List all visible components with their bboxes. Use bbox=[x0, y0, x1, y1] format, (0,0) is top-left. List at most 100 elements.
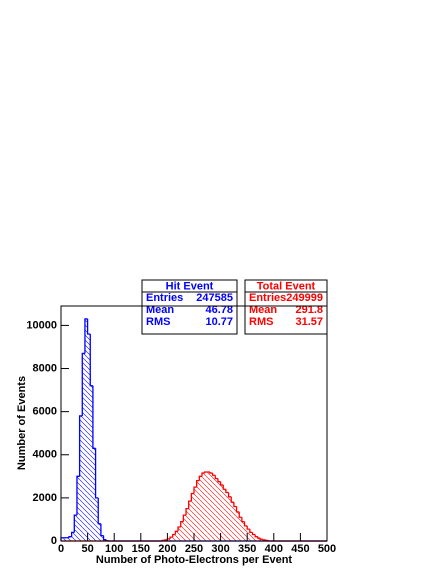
y-tick-label: 2000 bbox=[33, 492, 57, 504]
bar-outline bbox=[193, 486, 197, 494]
bar-outline bbox=[214, 475, 218, 480]
bar bbox=[236, 511, 240, 541]
bar bbox=[239, 517, 242, 541]
y-tick-label: 6000 bbox=[33, 406, 57, 418]
bar-outline bbox=[211, 473, 216, 476]
bar-outline bbox=[235, 506, 240, 513]
bar-outline bbox=[259, 538, 264, 540]
bar-outline bbox=[172, 533, 176, 538]
bar-outline bbox=[84, 318, 88, 354]
stats-value: 46.78 bbox=[205, 304, 233, 316]
bar bbox=[95, 497, 99, 541]
bar-outline bbox=[100, 523, 104, 537]
bar bbox=[241, 521, 245, 541]
stats-value: 247585 bbox=[196, 292, 233, 304]
bar-outline bbox=[227, 492, 232, 498]
stats-label: RMS bbox=[249, 316, 273, 328]
bar-outline bbox=[102, 535, 107, 541]
bar bbox=[201, 473, 205, 541]
stats-value: 10.77 bbox=[205, 316, 233, 328]
bar bbox=[175, 531, 179, 541]
y-tick-label: 4000 bbox=[33, 449, 57, 461]
bar bbox=[252, 534, 256, 541]
bar-outline bbox=[251, 532, 256, 536]
bar bbox=[74, 515, 77, 541]
bar-outline bbox=[243, 521, 248, 527]
x-tick-label: 400 bbox=[265, 543, 283, 555]
bar bbox=[188, 501, 192, 541]
bar bbox=[212, 475, 216, 541]
bar-outline bbox=[76, 475, 80, 516]
bar-outline bbox=[97, 497, 101, 525]
bar bbox=[199, 476, 202, 541]
bar bbox=[79, 415, 83, 541]
bar bbox=[63, 537, 67, 541]
x-tick-label: 500 bbox=[318, 543, 336, 555]
x-axis-title: Number of Photo-Electrons per Event bbox=[96, 554, 293, 566]
bar bbox=[76, 476, 80, 541]
bar-outline bbox=[92, 385, 96, 449]
stats-title: Hit Event bbox=[166, 280, 214, 292]
bar bbox=[100, 535, 104, 541]
bar bbox=[98, 523, 101, 541]
bar bbox=[178, 526, 181, 541]
bar-outline bbox=[86, 318, 91, 335]
bar-outline bbox=[174, 530, 179, 535]
stats-value: 249999 bbox=[286, 292, 323, 304]
bar-outline bbox=[203, 471, 208, 474]
bar-outline bbox=[217, 478, 221, 483]
bar bbox=[255, 536, 258, 541]
bar bbox=[82, 353, 85, 541]
bar-outline bbox=[241, 517, 245, 523]
bar-outline bbox=[262, 539, 266, 541]
bar-outline bbox=[238, 511, 242, 518]
bar-outline bbox=[94, 448, 99, 499]
y-tick-label: 10000 bbox=[26, 319, 57, 331]
bar bbox=[61, 537, 64, 541]
bar-outline bbox=[222, 484, 226, 490]
stats-value: 31.57 bbox=[295, 316, 323, 328]
bar-outline bbox=[81, 352, 85, 416]
bar bbox=[90, 385, 93, 541]
bar bbox=[194, 487, 197, 541]
x-tick-label: 200 bbox=[158, 543, 176, 555]
bar-outline bbox=[249, 529, 253, 534]
x-tick-label: 300 bbox=[211, 543, 229, 555]
bar-outline bbox=[196, 479, 200, 488]
bar bbox=[84, 318, 88, 541]
y-tick-label: 0 bbox=[51, 535, 57, 547]
bar-outline bbox=[254, 534, 258, 538]
bar bbox=[215, 478, 218, 541]
y-axis-title: Number of Events bbox=[16, 376, 28, 470]
bar bbox=[71, 532, 75, 541]
stats-label: Mean bbox=[146, 304, 174, 316]
bar bbox=[204, 472, 208, 541]
bar-outline bbox=[188, 500, 192, 509]
bar-outline bbox=[169, 536, 173, 539]
bar bbox=[170, 537, 173, 541]
bar bbox=[217, 481, 221, 541]
bar-outline bbox=[198, 475, 202, 481]
bar bbox=[233, 506, 237, 541]
bar bbox=[186, 508, 189, 541]
bar-outline bbox=[230, 496, 234, 503]
bar-outline bbox=[68, 536, 72, 538]
bar-outline bbox=[257, 536, 261, 539]
bar bbox=[223, 489, 226, 541]
bar bbox=[167, 538, 171, 541]
bar bbox=[209, 473, 213, 541]
x-tick-label: 450 bbox=[291, 543, 309, 555]
bar bbox=[196, 480, 200, 541]
bar-outline bbox=[219, 481, 224, 486]
stats-label: Entries bbox=[249, 292, 286, 304]
stats-title: Total Event bbox=[257, 280, 316, 292]
stats-box bbox=[141, 279, 238, 335]
bar-outline bbox=[180, 520, 184, 527]
stats-label: Entries bbox=[146, 292, 183, 304]
bar bbox=[180, 521, 184, 541]
bar-outline bbox=[73, 514, 77, 533]
x-tick-label: 0 bbox=[58, 543, 64, 555]
bar bbox=[257, 538, 261, 541]
bar bbox=[92, 448, 96, 541]
